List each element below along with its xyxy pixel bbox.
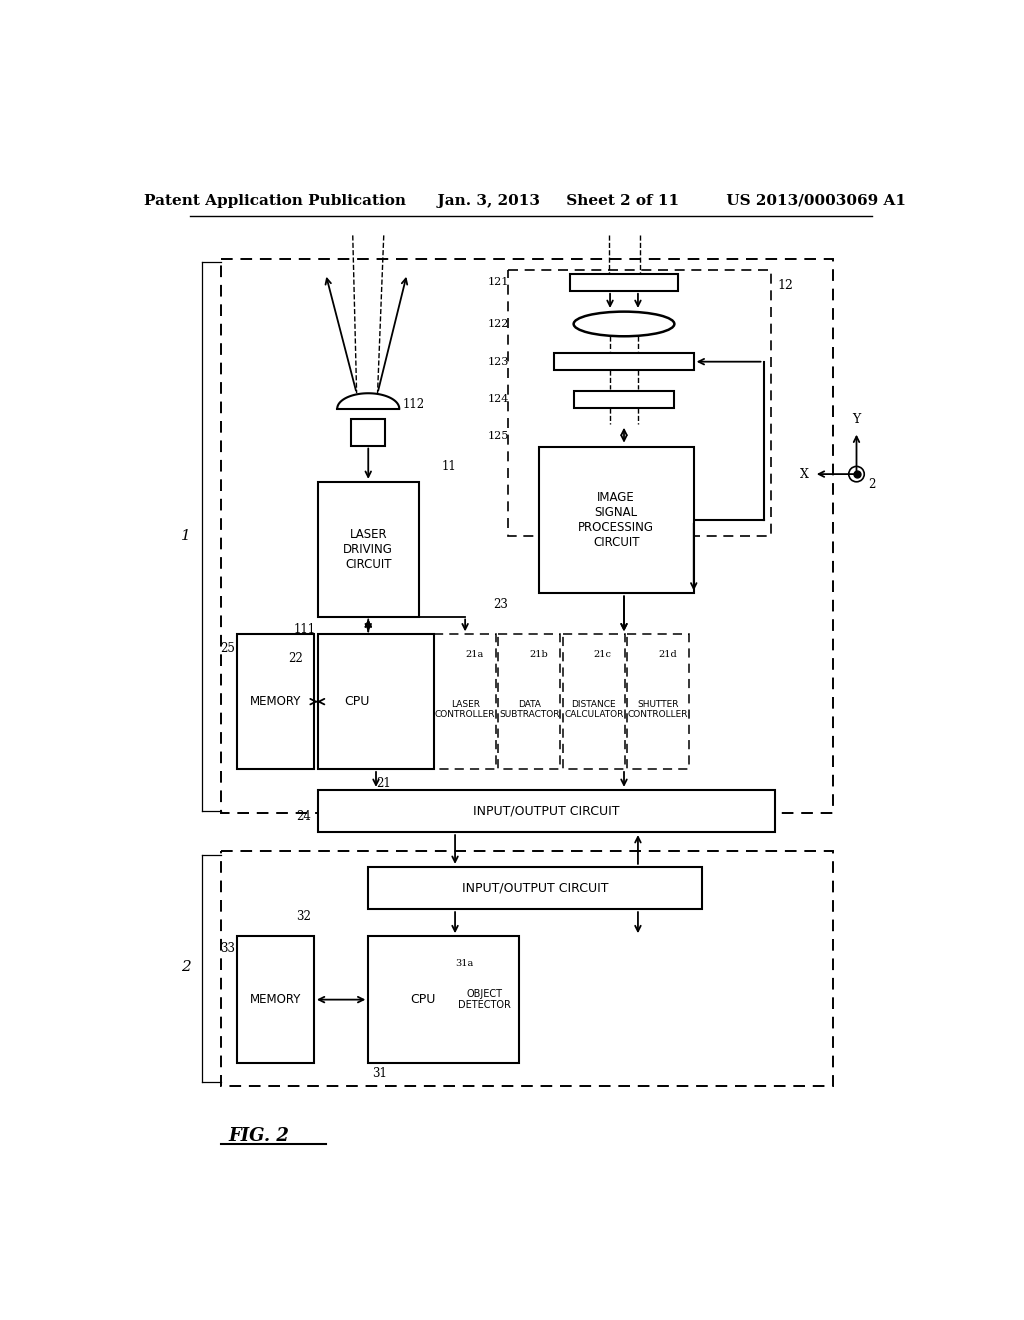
Text: 33: 33 (220, 942, 234, 956)
Bar (563, 635, 625, 770)
Text: 2: 2 (181, 960, 191, 974)
Text: 21d: 21d (658, 649, 677, 659)
Text: 111: 111 (294, 623, 315, 636)
Text: 31a: 31a (455, 960, 473, 968)
Text: Y: Y (852, 413, 860, 426)
Text: 25: 25 (220, 642, 234, 655)
Bar (351, 418, 385, 446)
Bar (221, 851, 834, 1086)
Text: 23: 23 (493, 598, 508, 611)
Text: Patent Application Publication      Jan. 3, 2013     Sheet 2 of 11         US 20: Patent Application Publication Jan. 3, 2… (143, 194, 906, 207)
Text: 22: 22 (289, 652, 303, 665)
Text: 21b: 21b (529, 649, 548, 659)
Bar (573, 391, 675, 408)
Bar (434, 635, 496, 770)
Text: IMAGE
SIGNAL
PROCESSING
CIRCUIT: IMAGE SIGNAL PROCESSING CIRCUIT (579, 491, 654, 549)
Text: 123: 123 (487, 356, 509, 367)
Text: 121: 121 (487, 277, 509, 288)
Bar (237, 936, 314, 1063)
Bar (454, 956, 515, 1044)
Text: INPUT/OUTPUT CIRCUIT: INPUT/OUTPUT CIRCUIT (462, 882, 608, 895)
Text: FIG. 2: FIG. 2 (228, 1127, 290, 1146)
Text: 21c: 21c (594, 649, 611, 659)
Text: DISTANCE
CALCULATOR: DISTANCE CALCULATOR (564, 700, 624, 719)
Text: 2: 2 (868, 478, 876, 491)
Bar (539, 447, 693, 594)
Text: CPU: CPU (410, 993, 435, 1006)
Bar (221, 259, 834, 813)
Text: OBJECT
DETECTOR: OBJECT DETECTOR (458, 989, 511, 1010)
Bar (369, 867, 701, 909)
Text: MEMORY: MEMORY (250, 696, 301, 708)
Text: DATA
SUBTRACTOR: DATA SUBTRACTOR (500, 700, 560, 719)
Bar (317, 482, 419, 616)
Text: LASER
DRIVING
CIRCUIT: LASER DRIVING CIRCUIT (343, 528, 393, 570)
Text: LASER
CONTROLLER: LASER CONTROLLER (435, 700, 496, 719)
Bar (317, 789, 775, 832)
Ellipse shape (573, 312, 675, 337)
Bar (554, 354, 693, 370)
Bar (317, 635, 434, 770)
Text: SHUTTER
CONTROLLER: SHUTTER CONTROLLER (628, 700, 688, 719)
Text: 21: 21 (376, 776, 391, 789)
Bar (627, 635, 689, 770)
Bar (508, 271, 771, 536)
Text: 21a: 21a (465, 649, 483, 659)
Text: INPUT/OUTPUT CIRCUIT: INPUT/OUTPUT CIRCUIT (473, 804, 620, 817)
Text: 11: 11 (442, 459, 457, 473)
Text: 112: 112 (403, 399, 425, 412)
Text: 125: 125 (487, 430, 509, 441)
Text: 12: 12 (777, 279, 794, 292)
Bar (569, 275, 678, 290)
Text: 124: 124 (487, 395, 509, 404)
Text: 31: 31 (372, 1067, 387, 1080)
Text: X: X (800, 467, 809, 480)
Text: MEMORY: MEMORY (250, 993, 301, 1006)
Text: 32: 32 (296, 911, 311, 924)
Text: 122: 122 (487, 319, 509, 329)
Text: CPU: CPU (344, 696, 370, 708)
Bar (499, 635, 560, 770)
Bar (237, 635, 314, 770)
Text: 1: 1 (181, 529, 191, 543)
Text: 24: 24 (296, 810, 311, 824)
Bar (369, 936, 519, 1063)
